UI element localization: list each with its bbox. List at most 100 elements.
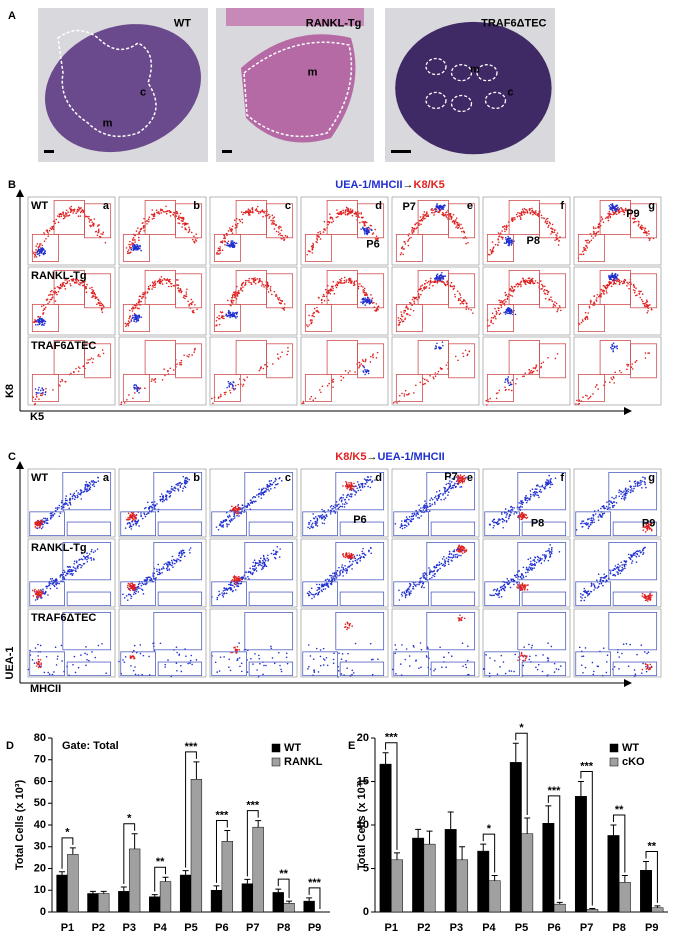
event-dot [433,501,436,504]
gate [84,203,112,239]
event-dot [447,482,450,485]
event-dot [230,240,233,242]
event-dot [370,294,372,296]
event-dot [78,283,80,285]
event-dot [636,481,639,484]
event-dot [439,492,442,495]
event-dot [281,299,283,302]
event-dot [102,304,104,307]
event-dot [526,516,529,519]
event-dot [79,284,81,286]
event-dot [547,291,549,294]
event-dot [177,484,179,487]
event-dot [180,217,183,220]
event-dot [151,288,153,290]
event-dot [360,363,363,365]
event-dot [147,501,149,504]
event-dot [526,211,529,214]
event-dot [589,523,592,526]
event-dot [216,324,218,326]
event-dot [422,505,425,507]
event-dot [157,280,160,282]
event-dot [261,281,263,283]
event-dot [133,239,136,241]
event-dot [364,297,366,299]
event-dot [38,318,41,320]
event-dot [184,477,187,480]
event-dot [170,282,172,285]
event-dot [340,280,342,282]
event-dot [508,515,511,518]
event-dot [438,276,441,279]
event-dot [412,229,415,232]
event-dot [231,232,234,234]
event-dot [223,391,226,394]
event-dot [231,299,233,301]
event-dot [511,509,514,511]
event-dot [416,298,418,301]
event-dot [510,511,512,514]
event-dot [65,209,68,212]
event-dot [418,296,420,299]
event-dot [649,303,651,306]
event-dot [176,363,178,366]
event-dot [525,501,528,504]
event-dot [345,206,348,209]
event-dot [77,495,79,498]
event-dot [40,590,43,593]
event-dot [63,571,66,573]
event-dot [233,515,236,517]
event-dot [181,223,184,225]
event-dot [585,249,587,252]
gate [335,471,385,511]
event-dot [251,208,254,211]
event-dot [65,572,68,575]
event-dot [408,518,410,521]
event-dot [601,514,604,516]
event-dot [255,500,257,502]
event-dot [166,490,169,492]
event-dot [180,550,182,552]
event-dot [520,513,523,515]
event-dot [603,506,605,509]
event-dot [501,302,504,304]
event-dot [550,477,552,480]
event-dot [96,548,99,550]
event-dot [620,207,622,209]
event-dot [167,561,169,563]
event-dot [335,283,338,286]
event-dot [184,223,186,226]
event-dot [312,242,314,245]
event-dot [90,480,93,482]
event-dot [135,305,137,307]
event-dot [365,299,367,301]
panel-label: C [8,451,16,463]
event-dot [242,281,245,284]
event-dot [177,216,180,219]
event-dot [457,299,460,302]
event-dot [80,552,83,555]
event-dot [349,370,351,372]
event-dot [312,312,314,315]
event-dot [402,253,404,256]
event-dot [375,310,377,312]
event-dot [151,281,154,284]
event-dot [592,393,594,395]
event-dot [368,479,371,481]
event-dot [87,557,90,559]
event-dot [44,391,47,394]
event-dot [415,384,417,387]
event-dot [86,560,89,563]
event-dot [40,597,42,599]
event-dot [59,380,62,383]
event-dot [229,509,232,512]
event-dot [612,506,614,509]
event-dot [496,521,498,524]
event-dot [644,227,647,230]
event-dot [83,490,86,493]
event-dot [637,485,639,487]
flow-plot [573,266,662,336]
event-dot [332,289,334,292]
event-dot [85,481,88,483]
flow-plot [27,196,116,266]
